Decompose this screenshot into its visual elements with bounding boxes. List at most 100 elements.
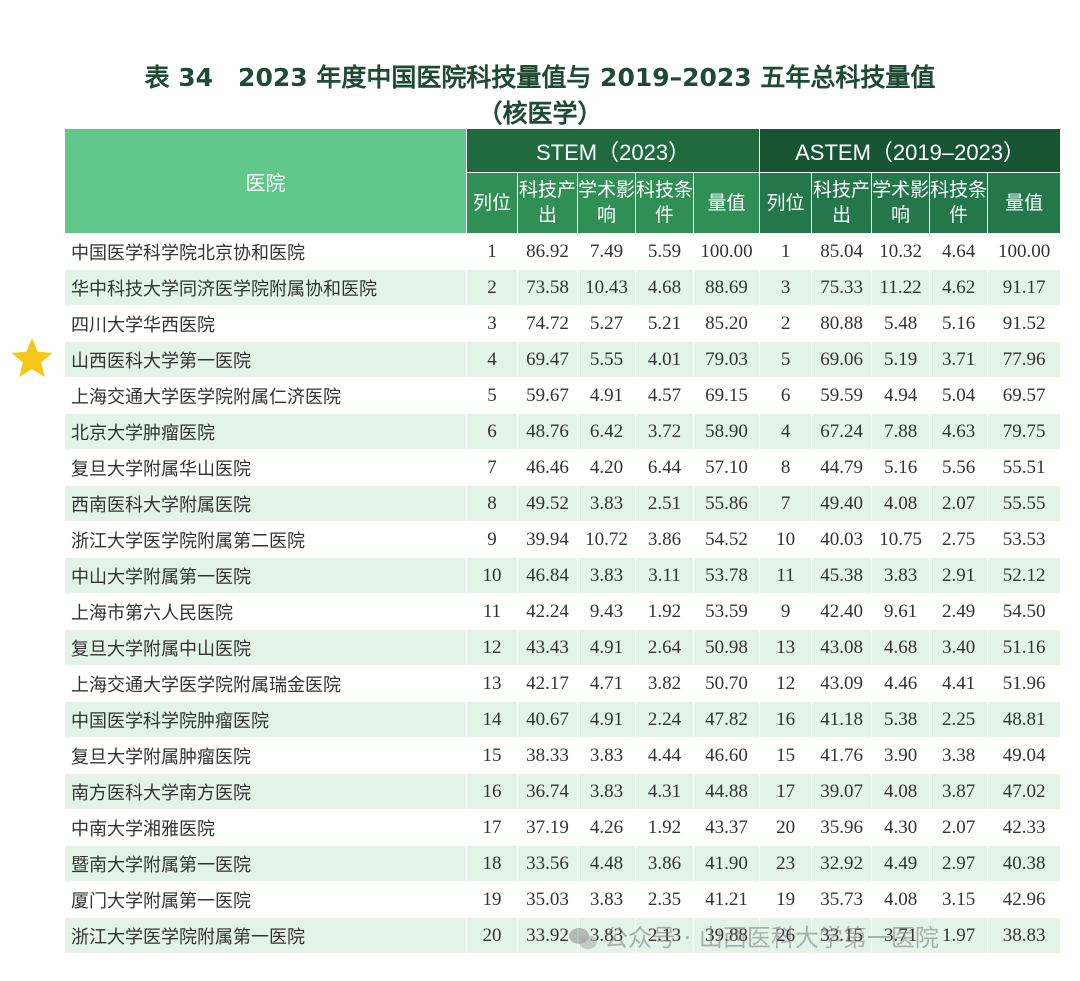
hospital-name: 中南大学湘雅医院 [64, 809, 467, 846]
astem-value-cell: 79.75 [987, 413, 1062, 450]
astem-rank-cell: 5 [759, 341, 813, 378]
astem-condition-cell: 2.91 [929, 557, 989, 594]
stem-impact-cell: 6.42 [577, 413, 636, 450]
astem-rank-cell: 19 [759, 881, 813, 918]
stem-rank-cell: 1 [466, 233, 518, 270]
astem-value-cell: 42.96 [987, 881, 1062, 918]
astem-value-cell: 49.04 [987, 737, 1062, 774]
astem-condition-cell: 3.71 [929, 341, 989, 378]
astem-col-rank: 列位 [759, 172, 813, 234]
stem-value-cell: 44.88 [692, 773, 761, 810]
hospital-name: 复旦大学附属中山医院 [64, 629, 467, 666]
astem-col-value: 量值 [987, 172, 1062, 234]
stem-impact-cell: 4.71 [577, 665, 636, 702]
stem-impact-cell: 5.55 [577, 341, 636, 378]
stem-output-cell: 42.17 [517, 665, 578, 702]
stem-impact-cell: 4.91 [577, 377, 636, 414]
stem-value-cell: 58.90 [692, 413, 761, 450]
stem-value-cell: 53.59 [692, 593, 761, 630]
astem-impact-cell: 3.90 [871, 737, 931, 774]
stem-output-cell: 48.76 [517, 413, 578, 450]
astem-impact-cell: 10.75 [871, 521, 931, 558]
stem-impact-cell: 4.48 [577, 845, 636, 882]
astem-output-cell: 49.40 [811, 485, 873, 522]
hospital-name: 暨南大学附属第一医院 [64, 845, 467, 882]
stem-condition-cell: 4.57 [635, 377, 694, 414]
table-row: 复旦大学附属华山医院 7 46.46 4.20 6.44 57.10 8 44.79 5.16 5… [64, 449, 1062, 486]
astem-value-cell: 47.02 [987, 773, 1062, 810]
watermark: 公众号 · 山西医科大学第一医院 [568, 918, 939, 953]
astem-impact-cell: 4.08 [871, 773, 931, 810]
stem-rank-cell: 10 [466, 557, 518, 594]
astem-condition-cell: 3.40 [929, 629, 989, 666]
astem-value-cell: 42.33 [987, 809, 1062, 846]
astem-impact-cell: 4.46 [871, 665, 931, 702]
stem-rank-cell: 7 [466, 449, 518, 486]
stem-output-cell: 42.24 [517, 593, 578, 630]
astem-rank-cell: 16 [759, 701, 813, 738]
stem-rank-cell: 17 [466, 809, 518, 846]
astem-impact-cell: 4.08 [871, 485, 931, 522]
stem-condition-cell: 4.68 [635, 269, 694, 306]
astem-output-cell: 40.03 [811, 521, 873, 558]
stem-rank-cell: 14 [466, 701, 518, 738]
astem-impact-cell: 5.16 [871, 449, 931, 486]
stem-condition-cell: 4.31 [635, 773, 694, 810]
hospital-name: 中国医学科学院肿瘤医院 [64, 701, 467, 738]
stem-impact-cell: 3.83 [577, 773, 636, 810]
stem-output-cell: 33.56 [517, 845, 578, 882]
stem-value-cell: 79.03 [692, 341, 761, 378]
stem-output-cell: 49.52 [517, 485, 578, 522]
stem-rank-cell: 12 [466, 629, 518, 666]
stem-value-cell: 39.88 [692, 917, 761, 954]
hospital-name: 厦门大学附属第一医院 [64, 881, 467, 918]
astem-output-cell: 69.06 [811, 341, 873, 378]
watermark-text: 公众号 · 山西医科大学第一医院 [604, 924, 939, 952]
stem-impact-cell: 7.49 [577, 233, 636, 270]
stem-condition-cell: 3.86 [635, 845, 694, 882]
astem-condition-cell: 5.56 [929, 449, 989, 486]
hospital-name: 南方医科大学南方医院 [64, 773, 467, 810]
hospital-name: 上海交通大学医学院附属仁济医院 [64, 377, 467, 414]
hospital-name: 中国医学科学院北京协和医院 [64, 233, 467, 270]
table-subtitle: （核医学） [477, 99, 603, 128]
stem-output-cell: 33.92 [517, 917, 578, 954]
stem-value-cell: 54.52 [692, 521, 761, 558]
stem-condition-cell: 5.59 [635, 233, 694, 270]
astem-group-header: ASTEM（2019–2023） [759, 128, 1062, 173]
hospital-name: 山西医科大学第一医院 [64, 341, 467, 378]
stem-value-cell: 55.86 [692, 485, 761, 522]
astem-rank-cell: 4 [759, 413, 813, 450]
astem-output-cell: 35.73 [811, 881, 873, 918]
astem-rank-cell: 6 [759, 377, 813, 414]
stem-impact-cell: 4.91 [577, 629, 636, 666]
astem-impact-cell: 9.61 [871, 593, 931, 630]
astem-value-cell: 100.00 [987, 233, 1062, 270]
table-row: 复旦大学附属中山医院 12 43.43 4.91 2.64 50.98 13 43.08 4.6… [64, 629, 1062, 666]
stem-condition-cell: 3.72 [635, 413, 694, 450]
astem-condition-cell: 4.64 [929, 233, 989, 270]
astem-value-cell: 38.83 [987, 917, 1062, 954]
astem-condition-cell: 2.25 [929, 701, 989, 738]
astem-rank-cell: 23 [759, 845, 813, 882]
stem-impact-cell: 4.26 [577, 809, 636, 846]
ranking-table: 医院 STEM（2023） ASTEM（2019–2023） 列位 科技产出 学… [64, 128, 1062, 954]
stem-value-cell: 41.90 [692, 845, 761, 882]
stem-condition-cell: 2.51 [635, 485, 694, 522]
astem-output-cell: 43.08 [811, 629, 873, 666]
astem-impact-cell: 10.32 [871, 233, 931, 270]
stem-condition-cell: 3.82 [635, 665, 694, 702]
astem-output-cell: 59.59 [811, 377, 873, 414]
table-row: 中南大学湘雅医院 17 37.19 4.26 1.92 43.37 20 35.96 4.30 2… [64, 809, 1062, 846]
astem-impact-cell: 11.22 [871, 269, 931, 306]
hospital-name: 上海交通大学医学院附属瑞金医院 [64, 665, 467, 702]
astem-output-cell: 45.38 [811, 557, 873, 594]
astem-value-cell: 77.96 [987, 341, 1062, 378]
stem-output-cell: 40.67 [517, 701, 578, 738]
astem-impact-cell: 5.38 [871, 701, 931, 738]
astem-output-cell: 85.04 [811, 233, 873, 270]
astem-rank-cell: 2 [759, 305, 813, 342]
stem-output-cell: 35.03 [517, 881, 578, 918]
star-icon [11, 338, 53, 377]
stem-rank-cell: 6 [466, 413, 518, 450]
